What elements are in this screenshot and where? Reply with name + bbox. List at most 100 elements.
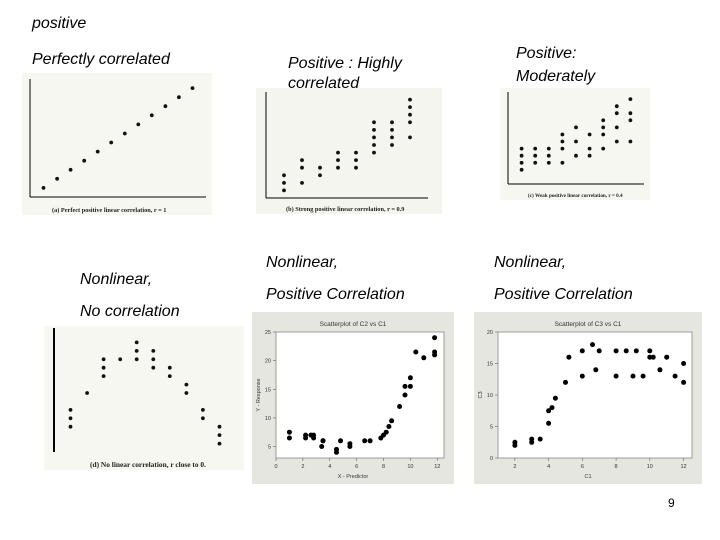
c3c1-point bbox=[613, 373, 619, 379]
c2c1-x-tick-label: 12 bbox=[434, 464, 440, 470]
weak-point bbox=[533, 153, 538, 158]
nolinear-point bbox=[151, 357, 156, 362]
chart-c3c1-svg: Scatterplot of C3 vs C1 C1 C3 2 4 6 8 10 12 0 5 10 1… bbox=[474, 312, 702, 484]
c3c1-point bbox=[657, 367, 663, 373]
c2c1-title: Scatterplot of C2 vs C1 bbox=[320, 321, 387, 328]
c2c1-x-tick-label: 6 bbox=[355, 464, 358, 470]
perfect-point bbox=[122, 131, 127, 136]
strong-point bbox=[336, 165, 340, 170]
c3c1-point bbox=[549, 405, 555, 411]
page-number: 9 bbox=[668, 496, 675, 510]
c2c1-point bbox=[303, 432, 309, 438]
label-nonlinear-b-line2: Positive Correlation bbox=[494, 286, 633, 303]
c2c1-xlabel: X - Predictor bbox=[338, 474, 369, 480]
c3c1-point bbox=[590, 342, 595, 348]
weak-point bbox=[574, 153, 578, 158]
weak-point bbox=[546, 160, 551, 165]
nolinear-point bbox=[134, 340, 139, 345]
weak-point bbox=[574, 139, 578, 144]
perfect-point bbox=[68, 167, 73, 172]
nolinear-point bbox=[167, 365, 172, 370]
c2c1-y-tick-label: 25 bbox=[265, 330, 271, 336]
perfect-point bbox=[190, 86, 195, 90]
weak-point bbox=[614, 104, 619, 109]
c3c1-x-tick-label: 2 bbox=[513, 464, 516, 470]
label-nocorr-line2: No correlation bbox=[80, 303, 180, 320]
c3c1-ylabel: C3 bbox=[478, 391, 484, 398]
c3c1-point bbox=[563, 379, 568, 385]
c3c1-x-tick-label: 12 bbox=[681, 464, 687, 470]
weak-background bbox=[500, 88, 650, 200]
c2c1-y-tick-label: 15 bbox=[265, 387, 271, 393]
strong-point bbox=[390, 120, 394, 125]
nolinear-point bbox=[167, 374, 172, 378]
nolinear-point bbox=[201, 416, 205, 421]
nolinear-point bbox=[118, 357, 123, 362]
c2c1-point bbox=[432, 335, 438, 341]
c3c1-point bbox=[537, 436, 543, 442]
c2c1-point bbox=[311, 435, 317, 441]
chart-perfect: (a) Perfect positive linear correlation,… bbox=[22, 73, 212, 215]
strong-point bbox=[408, 135, 412, 140]
weak-caption: (c) Weak positive linear correlation, r … bbox=[528, 192, 623, 199]
weak-point bbox=[587, 153, 592, 158]
perfect-background bbox=[22, 73, 212, 215]
c3c1-point bbox=[681, 361, 687, 366]
nolinear-point bbox=[217, 433, 222, 437]
c2c1-x-tick-label: 8 bbox=[382, 464, 385, 470]
c3c1-point bbox=[512, 439, 518, 445]
label-nonlinear-b-line1: Nonlinear, bbox=[494, 254, 567, 271]
nolinear-point bbox=[134, 357, 139, 362]
c2c1-point bbox=[407, 375, 413, 381]
weak-point bbox=[601, 118, 606, 123]
weak-point bbox=[587, 146, 592, 151]
c2c1-point bbox=[413, 349, 419, 355]
c2c1-point bbox=[386, 424, 392, 429]
c3c1-x-tick-label: 6 bbox=[581, 464, 584, 470]
nolinear-point bbox=[151, 365, 156, 370]
strong-point bbox=[390, 143, 394, 147]
c2c1-ylabel: Y - Response bbox=[256, 378, 262, 411]
nolinear-point bbox=[134, 349, 139, 353]
c2c1-point bbox=[286, 429, 292, 435]
label-nocorr-line1: Nonlinear, bbox=[80, 271, 153, 288]
weak-point bbox=[628, 111, 633, 116]
chart-nolinear: (d) No linear correlation, r close to 0. bbox=[44, 326, 244, 470]
perfect-point bbox=[177, 95, 181, 100]
strong-point bbox=[300, 158, 304, 162]
c2c1-point bbox=[402, 383, 408, 389]
nolinear-point bbox=[101, 365, 106, 370]
chart-strong: (b) Strong positive linear correlation, … bbox=[256, 88, 442, 214]
chart-c2c1-svg: Scatterplot of C2 vs C1 X - Predictor Y - … bbox=[252, 312, 454, 484]
strong-point bbox=[354, 150, 358, 155]
c3c1-x-tick-label: 8 bbox=[615, 464, 618, 470]
weak-point bbox=[601, 132, 606, 137]
c3c1-point bbox=[579, 373, 585, 379]
strong-point bbox=[408, 97, 412, 102]
weak-point bbox=[574, 125, 578, 130]
strong-background bbox=[256, 88, 442, 214]
chart-weak: (c) Weak positive linear correlation, r … bbox=[500, 88, 650, 200]
strong-point bbox=[372, 143, 376, 147]
c2c1-point bbox=[397, 404, 403, 409]
c2c1-x-tick-label: 0 bbox=[274, 464, 277, 470]
chart-perfect-svg: (a) Perfect positive linear correlation,… bbox=[22, 73, 212, 215]
perfect-point bbox=[136, 122, 141, 127]
weak-point bbox=[614, 125, 619, 130]
c2c1-point bbox=[421, 355, 427, 361]
c2c1-point bbox=[383, 429, 389, 435]
nolinear-point bbox=[68, 408, 73, 412]
weak-point bbox=[614, 139, 619, 144]
strong-point bbox=[354, 158, 358, 162]
perfect-point bbox=[149, 113, 154, 118]
c3c1-point bbox=[681, 379, 687, 385]
c2c1-y-tick-label: 5 bbox=[268, 445, 271, 451]
nolinear-point bbox=[151, 349, 156, 353]
c3c1-xlabel: C1 bbox=[584, 474, 591, 480]
c3c1-point bbox=[647, 348, 653, 354]
strong-point bbox=[390, 128, 394, 132]
c2c1-plot-area bbox=[275, 331, 445, 459]
weak-point bbox=[628, 139, 633, 144]
c3c1-point bbox=[546, 420, 552, 426]
perfect-point bbox=[163, 104, 168, 109]
